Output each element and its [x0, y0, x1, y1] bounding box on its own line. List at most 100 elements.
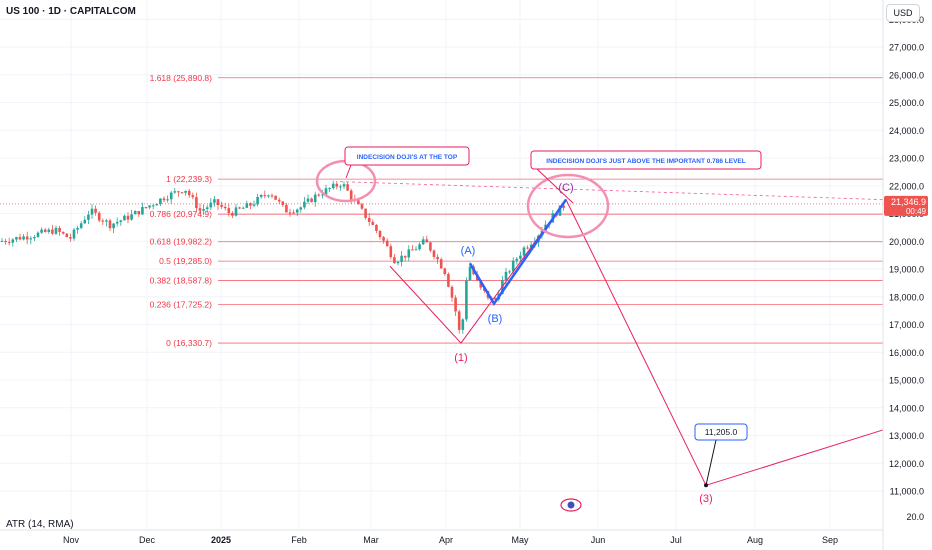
candle-body [15, 237, 18, 240]
candle-body [349, 190, 353, 200]
currency-button[interactable]: USD [886, 4, 920, 22]
wave-path-blue [468, 198, 568, 306]
price-tick-label: 27,000.0 [889, 43, 924, 53]
fibonacci-retracement: 1.618 (25,890.8) 1 (22,239.3) 0.786 (20,97… [0, 73, 883, 348]
candle-body [22, 236, 25, 240]
candle-body [360, 204, 364, 209]
candle-body [76, 227, 79, 230]
price-tick-label: 18,000.0 [889, 292, 924, 302]
candle-body [195, 197, 198, 209]
candle-body [40, 229, 43, 233]
candle-body [94, 208, 97, 213]
price-axis: 11,000.0 12,000.0 13,000.0 14,000.0 15,000.0… [882, 0, 928, 550]
candle-body [112, 223, 115, 229]
candle-body [180, 192, 184, 194]
fib-level-label: 0 (16,330.7) [166, 338, 212, 348]
candle-body [130, 214, 133, 220]
candle-body [25, 236, 29, 240]
candle-body [108, 220, 112, 229]
time-tick-label: Apr [439, 535, 453, 545]
candle-body [335, 183, 339, 187]
fib-level-label: 0.618 (19,982.2) [150, 237, 213, 247]
time-tick-label: Jun [591, 535, 606, 545]
candle-body [414, 249, 418, 251]
candle-body [371, 221, 375, 225]
candle-body [43, 229, 47, 232]
time-tick-label: May [511, 535, 529, 545]
callout-text: INDECISION DOJI'S AT THE TOP [357, 154, 458, 161]
candle-body [526, 247, 529, 249]
candle-body [382, 237, 385, 241]
candle-body [115, 221, 119, 224]
time-tick-label: Nov [63, 535, 80, 545]
time-tick-label: Dec [139, 535, 156, 545]
candle-body [148, 205, 151, 208]
candle-body [119, 220, 123, 222]
candle-body [97, 212, 101, 221]
candle-body [436, 256, 439, 260]
wave-label: (1) [454, 352, 467, 364]
fib-level-label: 0.382 (18,587.8) [150, 275, 213, 285]
candle-body [241, 207, 245, 209]
callout-text: INDECISION DOJI'S JUST ABOVE THE IMPORTA… [546, 158, 745, 165]
candle-body [274, 195, 277, 200]
candle-body [281, 201, 285, 205]
candle-body [529, 244, 533, 248]
price-tick-label: 25,000.0 [889, 98, 924, 108]
candle-body [346, 184, 349, 191]
candle-body [288, 212, 292, 214]
fib-level-label: 0.5 (19,285.0) [159, 256, 212, 266]
time-tick-label: Sep [822, 535, 838, 545]
candle-body [385, 240, 389, 247]
wave-label: (A) [461, 245, 476, 257]
candlestick-series [0, 180, 565, 334]
candle-body [443, 268, 447, 275]
candle-body [166, 199, 169, 201]
candle-body [155, 204, 159, 206]
candle-body [47, 229, 51, 232]
candle-body [411, 249, 414, 251]
candle-body [198, 208, 202, 211]
price-tick-label: 12,000.0 [889, 459, 924, 469]
candle-body [4, 240, 7, 243]
price-tick-label: 16,000.0 [889, 348, 924, 358]
candle-body [144, 207, 148, 209]
target-point [704, 483, 708, 488]
candle-body [245, 203, 249, 208]
candle-body [454, 297, 457, 312]
candle-body [72, 229, 76, 239]
atr-indicator-label[interactable]: ATR (14, RMA) [6, 519, 74, 530]
time-tick-label: Jul [670, 535, 682, 545]
price-tick-label: 22,000.0 [889, 181, 924, 191]
candle-body [407, 249, 411, 258]
candle-body [493, 298, 497, 300]
candle-body [393, 257, 396, 264]
candle-body [216, 199, 220, 206]
wave-path-red [389, 198, 884, 486]
target-box [694, 423, 748, 441]
candle-body [231, 213, 234, 216]
candle-body [162, 198, 166, 201]
candle-body [324, 188, 328, 195]
top-trendline [339, 181, 884, 201]
candle-body [418, 244, 421, 250]
last-price-value: 21,346.9 [891, 197, 926, 207]
candle-body [367, 217, 371, 222]
time-axis: Nov Dec 2025 Feb Mar Apr May Jun Jul Aug Sep [0, 529, 883, 545]
candle-body [123, 215, 126, 221]
price-tick-label: 14,000.0 [889, 403, 924, 413]
candle-body [191, 195, 195, 198]
symbol-title[interactable]: US 100 · 1D · CAPITALCOM [6, 6, 136, 17]
candle-body [504, 271, 508, 281]
candle-body [87, 214, 90, 220]
candle-body [90, 208, 94, 215]
candle-body [101, 220, 105, 222]
callout-box [530, 150, 762, 170]
time-tick-label: Mar [363, 535, 379, 545]
candle-body [295, 209, 299, 213]
candle-body [7, 242, 11, 244]
candle-body [151, 205, 155, 207]
candle-body [159, 198, 162, 205]
candle-body [432, 250, 436, 257]
